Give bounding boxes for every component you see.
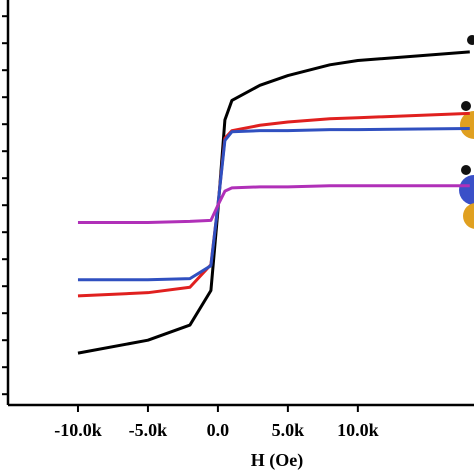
icon xyxy=(461,165,471,175)
icon xyxy=(467,35,474,45)
series-line xyxy=(77,50,470,355)
x-axis-label: H (Oe) xyxy=(251,450,303,471)
x-tick-label: -5.0k xyxy=(129,420,168,440)
x-tick-label: 5.0k xyxy=(272,420,305,440)
icon xyxy=(459,175,474,205)
x-tick-label: 10.0k xyxy=(337,420,379,440)
series-line xyxy=(77,111,470,298)
icon xyxy=(461,101,471,111)
molecule-icons xyxy=(459,35,474,229)
series-line xyxy=(77,127,470,282)
x-tick-label: 0.0 xyxy=(207,420,230,440)
x-tick-label: -10.0k xyxy=(54,420,102,440)
icon xyxy=(463,203,474,229)
icon xyxy=(460,111,474,139)
series-line xyxy=(77,184,470,224)
